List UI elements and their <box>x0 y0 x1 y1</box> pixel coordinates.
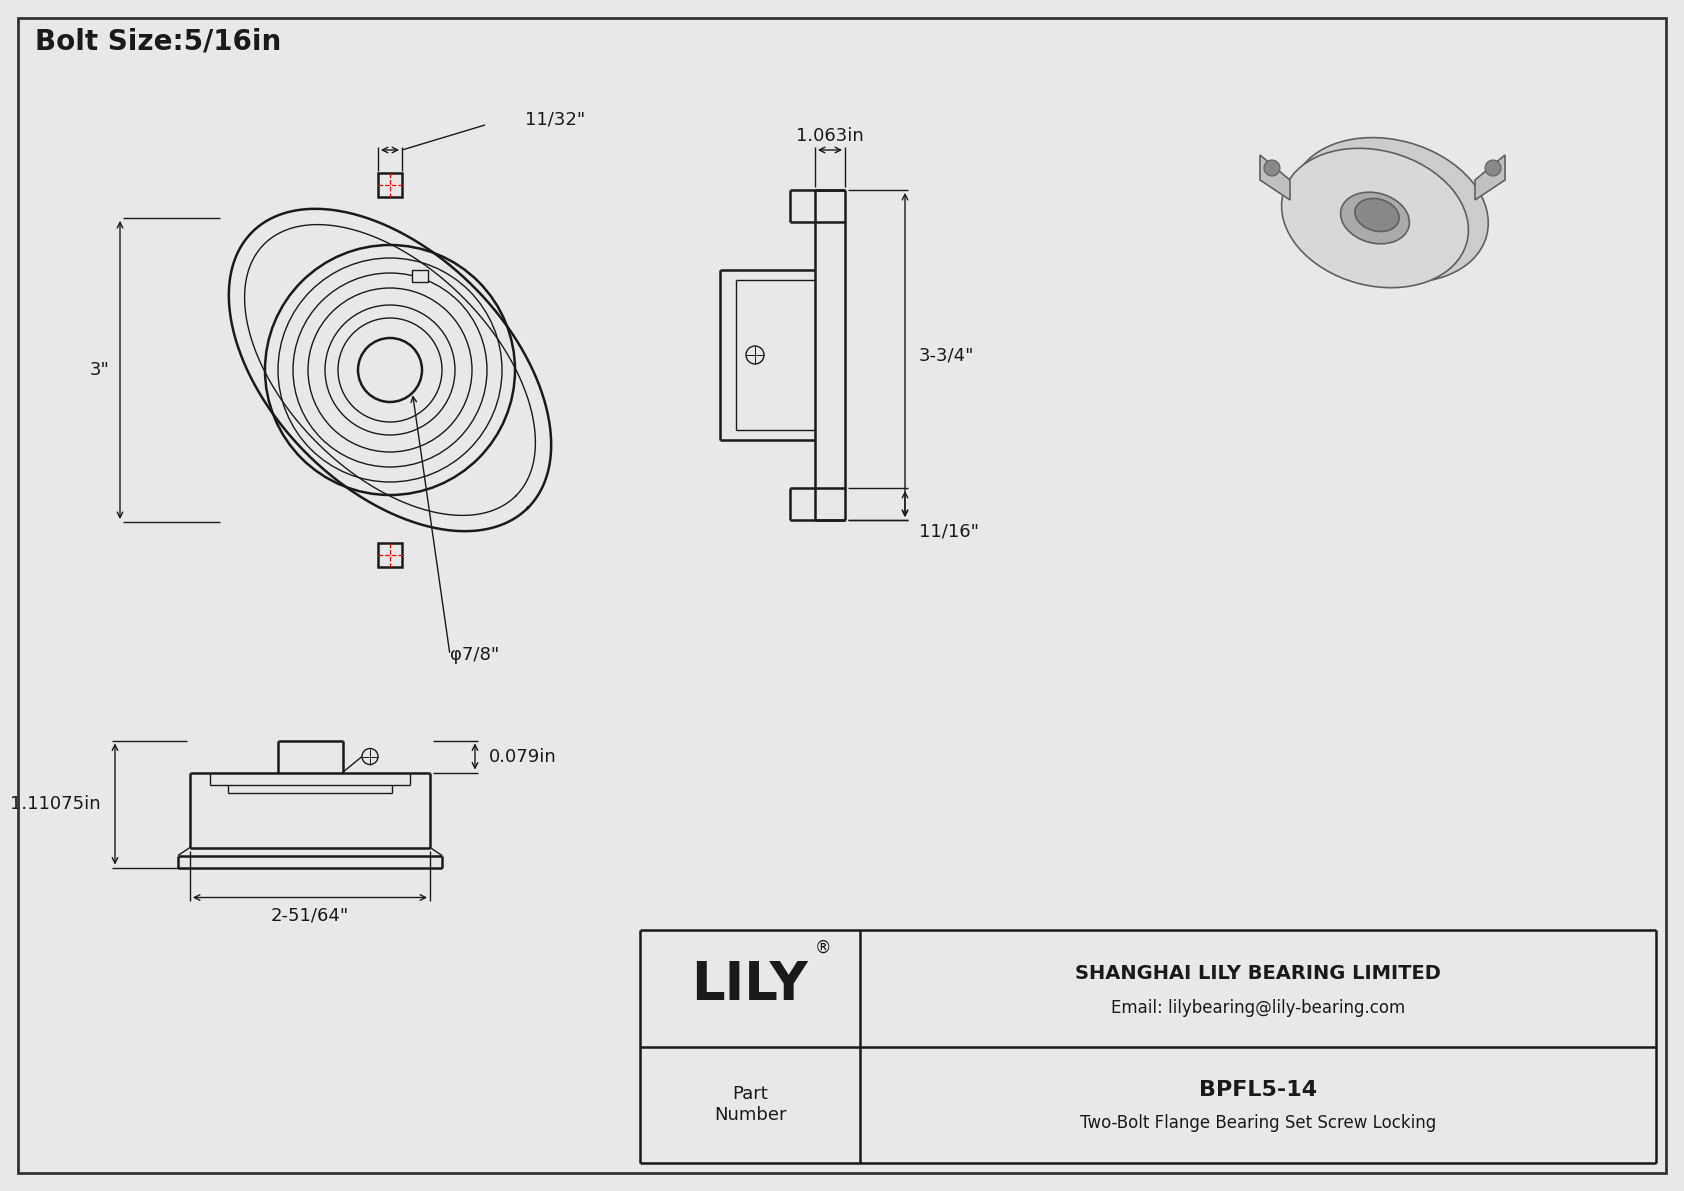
Ellipse shape <box>1356 199 1399 231</box>
Text: Two-Bolt Flange Bearing Set Screw Locking: Two-Bolt Flange Bearing Set Screw Lockin… <box>1079 1114 1436 1131</box>
Text: 11/16": 11/16" <box>919 523 978 541</box>
Circle shape <box>1265 160 1280 176</box>
Ellipse shape <box>1340 192 1410 244</box>
Circle shape <box>1485 160 1500 176</box>
Text: 1.11075in: 1.11075in <box>10 796 101 813</box>
Text: Bolt Size:5/16in: Bolt Size:5/16in <box>35 29 281 56</box>
Text: 2-51/64": 2-51/64" <box>271 906 349 924</box>
Bar <box>377 173 402 197</box>
Text: Part
Number: Part Number <box>714 1085 786 1124</box>
Text: 3-3/4": 3-3/4" <box>919 347 975 364</box>
Ellipse shape <box>1292 138 1489 282</box>
Text: LILY: LILY <box>692 959 808 1011</box>
Bar <box>377 543 402 567</box>
Text: ®: ® <box>815 939 832 958</box>
Text: SHANGHAI LILY BEARING LIMITED: SHANGHAI LILY BEARING LIMITED <box>1074 964 1442 983</box>
Polygon shape <box>1260 155 1290 200</box>
Polygon shape <box>1475 155 1505 200</box>
Text: 0.079in: 0.079in <box>488 748 557 766</box>
Text: BPFL5-14: BPFL5-14 <box>1199 1080 1317 1099</box>
Text: Email: lilybearing@lily-bearing.com: Email: lilybearing@lily-bearing.com <box>1111 999 1404 1017</box>
Ellipse shape <box>1282 149 1468 288</box>
Text: 1.063in: 1.063in <box>797 127 864 145</box>
Text: φ7/8": φ7/8" <box>450 646 498 665</box>
Bar <box>413 270 428 282</box>
Text: 3": 3" <box>91 361 109 379</box>
Text: 11/32": 11/32" <box>525 111 586 129</box>
